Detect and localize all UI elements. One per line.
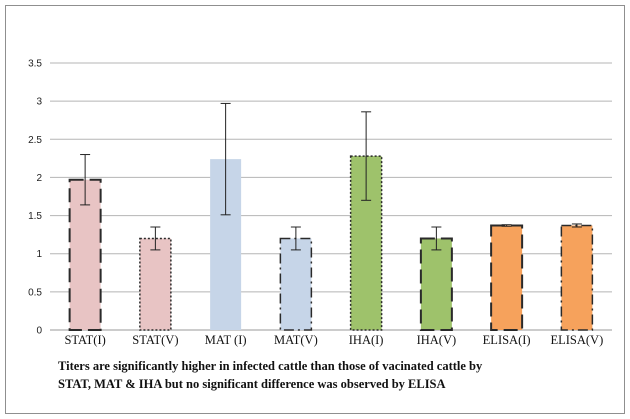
x-tick-label: ELISA(V): [550, 333, 603, 347]
y-tick-label: 1: [36, 249, 42, 260]
y-tick-label: 0: [36, 326, 42, 337]
y-tick-label: 3: [36, 97, 42, 108]
bar: [419, 237, 453, 331]
x-tick-label: ELISA(I): [483, 333, 531, 347]
caption-line-2: STAT, MAT & IHA but no significant diffe…: [58, 377, 446, 391]
chart-frame: [5, 5, 625, 414]
x-tick-label: STAT(V): [132, 333, 178, 347]
x-tick-label: MAT (I): [205, 333, 247, 347]
y-tick-label: 0.5: [28, 287, 42, 298]
bar: [279, 237, 313, 331]
x-tick-label: IHA(I): [349, 333, 384, 347]
x-tick-label: IHA(V): [417, 333, 457, 347]
caption-line-1: Titers are significantly higher in infec…: [58, 359, 483, 373]
y-tick-label: 1.5: [28, 211, 42, 222]
bar: [490, 224, 524, 331]
y-tick-label: 2: [36, 173, 42, 184]
bar: [560, 224, 594, 331]
y-tick-label: 2.5: [28, 135, 42, 146]
y-tick-label: 3.5: [28, 59, 42, 70]
x-tick-label: MAT(V): [274, 333, 318, 347]
chart-caption: Titers are significantly higher in infec…: [58, 357, 618, 393]
bar: [139, 237, 172, 331]
x-tick-label: STAT(I): [64, 333, 105, 347]
